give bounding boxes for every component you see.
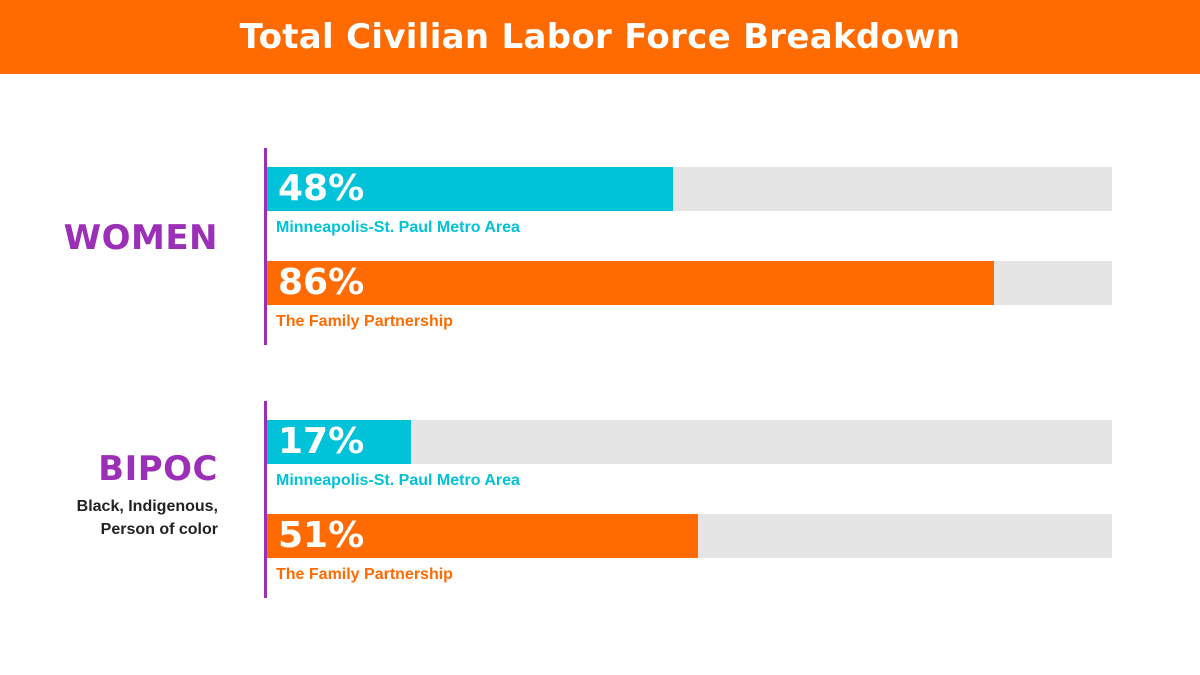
bar-value-label: 51% [278, 515, 365, 556]
bar-fill: 17% [267, 420, 411, 464]
group-title: WOMEN [63, 218, 218, 258]
bar-track: 48% [267, 167, 1112, 211]
series-label: Minneapolis-St. Paul Metro Area [276, 219, 520, 236]
bar-fill: 86% [267, 261, 994, 305]
group-subtitle-line-2: Person of color [100, 521, 218, 538]
series-label: Minneapolis-St. Paul Metro Area [276, 472, 520, 489]
chart-title: Total Civilian Labor Force Breakdown [239, 17, 961, 57]
group-subtitle-line-1: Black, Indigenous, [76, 498, 218, 515]
group-axis-line [264, 148, 267, 345]
bar-track: 17% [267, 420, 1112, 464]
series-label: The Family Partnership [276, 566, 453, 583]
bar-track: 51% [267, 514, 1112, 558]
bar-fill: 48% [267, 167, 673, 211]
group-label-block: WOMEN [64, 218, 218, 258]
group-label-block: BIPOC Black, Indigenous, Person of color [77, 449, 218, 541]
bar-value-label: 48% [278, 168, 365, 209]
group-women: WOMEN 48% Minneapolis-St. Paul Metro Are… [0, 148, 1200, 345]
bar-value-label: 17% [278, 421, 365, 462]
series-label: The Family Partnership [276, 313, 453, 330]
header-banner: Total Civilian Labor Force Breakdown [0, 0, 1200, 74]
bar-fill: 51% [267, 514, 698, 558]
group-title: BIPOC [98, 449, 218, 489]
group-bipoc: BIPOC Black, Indigenous, Person of color… [0, 401, 1200, 598]
bar-track: 86% [267, 261, 1112, 305]
group-axis-line [264, 401, 267, 598]
bar-value-label: 86% [278, 262, 365, 303]
